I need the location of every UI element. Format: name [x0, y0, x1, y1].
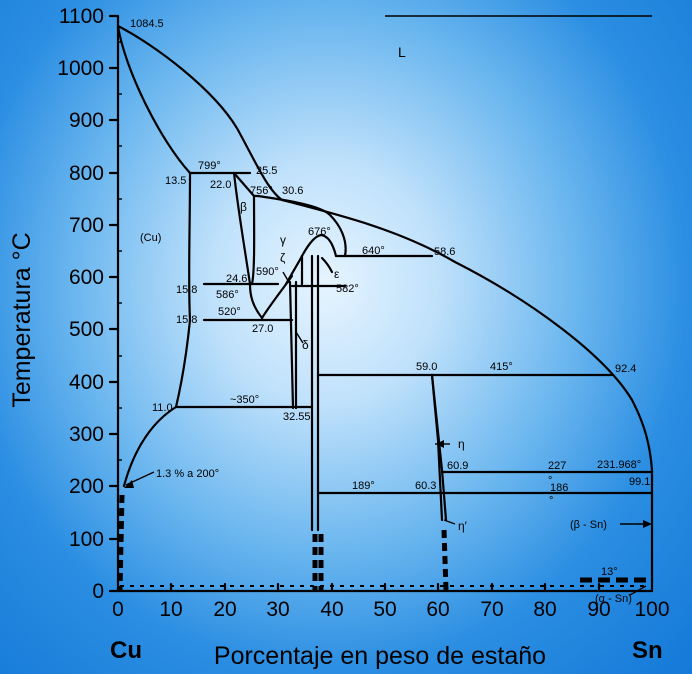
eta-arrowhead	[436, 440, 444, 448]
point-label: °	[549, 495, 553, 507]
x-tick-label: 70	[480, 598, 503, 621]
y-tick-label: 100	[69, 528, 104, 551]
cu-solidus	[116, 24, 192, 175]
y-tick-label: 500	[69, 318, 104, 341]
point-label: 582°	[336, 283, 359, 295]
liquid-label: L	[398, 44, 406, 60]
point-label: 59.0	[416, 361, 437, 373]
zeta-left	[284, 254, 304, 286]
point-label: 186	[550, 482, 568, 494]
point-label: 60.3	[415, 480, 436, 492]
point-label: 27.0	[252, 323, 273, 335]
y-tick-label: 600	[69, 266, 104, 289]
gamma-peak-right	[319, 233, 338, 258]
x-tick-label: 50	[373, 598, 396, 621]
point-label: 92.4	[615, 363, 636, 375]
y-tick-label: 300	[69, 423, 104, 446]
y-tick-label: 700	[69, 214, 104, 237]
point-label: 1084.5	[130, 18, 164, 30]
beta-sn-arrowhead	[643, 520, 652, 528]
point-label: 60.9	[447, 460, 468, 472]
eta-prime-label: η′	[458, 519, 468, 533]
point-label: 99.1	[629, 476, 650, 488]
point-label: 415°	[490, 361, 513, 373]
liquidus-curve	[116, 24, 654, 472]
point-label: 11.0	[152, 402, 173, 414]
gamma-arrow	[282, 271, 291, 285]
beta-left-boundary	[232, 171, 252, 286]
delta-left	[288, 280, 295, 410]
y-tick-label: 1100	[59, 5, 104, 28]
gamma-label: γ	[280, 233, 286, 247]
point-label: 15.8	[176, 314, 197, 326]
eutectoid-left	[248, 282, 264, 320]
zeta-label: ζ	[280, 251, 286, 265]
solubility-arrowhead	[124, 480, 134, 488]
point-label: 756°	[250, 185, 273, 197]
cu-solvus-dashed	[117, 494, 125, 591]
y-tick-label: 900	[69, 109, 104, 132]
beta-sn-label: (β - Sn)	[570, 519, 607, 531]
y-tick-label: 0	[92, 580, 104, 603]
x-tick-label: 100	[634, 598, 669, 621]
eta-label: η	[458, 437, 465, 451]
point-label: °	[548, 475, 552, 487]
beta-upper-right	[232, 171, 256, 198]
point-label: 1.3 % a 200°	[156, 468, 219, 480]
point-label: 586°	[216, 289, 239, 301]
x-tick-label: 40	[320, 598, 343, 621]
point-label: 640°	[362, 245, 385, 257]
point-label: 30.6	[282, 185, 303, 197]
y-tick-marks	[108, 14, 120, 593]
cu-corner-label: Cu	[110, 637, 142, 664]
beta-label: β	[240, 200, 247, 214]
delta-label: δ	[302, 338, 309, 352]
x-tick-label: 0	[112, 598, 124, 621]
gamma-peak-left	[300, 233, 323, 258]
point-label: 231.968°	[597, 459, 641, 471]
epsilon-label: ε	[334, 267, 340, 281]
epsilon-pointer-curve	[320, 256, 334, 274]
y-tick-label: 200	[69, 475, 104, 498]
y-tick-label: 400	[69, 371, 104, 394]
eta-prime-arrow	[443, 519, 456, 525]
x-tick-label: 20	[213, 598, 236, 621]
alpha-sn-label: (α - Sn)	[595, 593, 632, 605]
delta-arrow	[295, 331, 304, 344]
point-label: 189°	[352, 480, 375, 492]
eta-dashed	[441, 529, 449, 591]
beta-right-boundary	[250, 194, 256, 286]
point-label: 32.55	[283, 411, 311, 423]
x-axis-title: Porcentaje en peso de estaño	[214, 642, 546, 670]
point-label: 590°	[256, 266, 279, 278]
point-label: 24.6	[226, 273, 247, 285]
point-label: 25.5	[256, 165, 277, 177]
point-label: 13.5	[165, 175, 186, 187]
alpha-sn-arrow	[629, 585, 647, 596]
y-tick-label: 800	[69, 162, 104, 185]
point-label: 799°	[198, 160, 221, 172]
point-label: 22.0	[210, 179, 231, 191]
point-label: 676°	[308, 226, 331, 238]
point-label: 15.8	[176, 284, 197, 296]
point-label: ~350°	[230, 394, 259, 406]
point-label: 13°	[601, 566, 618, 578]
x-tick-label: 60	[426, 598, 449, 621]
point-label: 227	[548, 460, 566, 472]
x-tick-label: 30	[266, 598, 289, 621]
gamma-upper-boundary	[256, 194, 347, 258]
x-tick-label: 90	[587, 598, 610, 621]
x-tick-label: 80	[533, 598, 556, 621]
y-axis-title: Temperatura °C	[8, 232, 36, 407]
cu-phase-label: (Cu)	[140, 232, 161, 244]
cu-solvus	[122, 171, 192, 488]
x-tick-label: 10	[159, 598, 182, 621]
y-tick-label: 1000	[57, 57, 104, 80]
point-label: 520°	[218, 306, 241, 318]
eta-right	[430, 373, 448, 522]
point-label: 58.6	[434, 246, 455, 258]
sn-corner-label: Sn	[632, 637, 663, 664]
